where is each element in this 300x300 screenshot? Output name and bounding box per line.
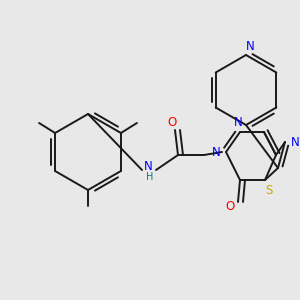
Text: O: O — [225, 200, 235, 212]
Text: S: S — [265, 184, 273, 196]
Text: N: N — [291, 136, 299, 148]
Text: H: H — [146, 172, 154, 182]
Text: N: N — [144, 160, 152, 172]
Text: N: N — [246, 40, 254, 53]
Text: O: O — [167, 116, 177, 128]
Text: N: N — [234, 116, 242, 128]
Text: N: N — [212, 146, 220, 158]
